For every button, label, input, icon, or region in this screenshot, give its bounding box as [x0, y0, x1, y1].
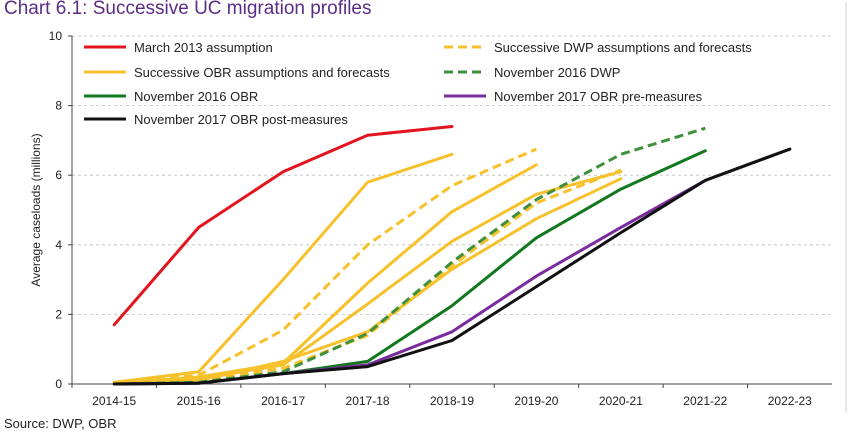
source-note: Source: DWP, OBR	[4, 416, 117, 431]
legend-label: March 2013 assumption	[134, 40, 273, 55]
x-tick-label: 2018-19	[430, 394, 474, 408]
series-line-0	[112, 125, 454, 327]
axes: 0 2 4 6 8 10 2014-15 2015-16 2016-17 2017-18 2018-…	[49, 29, 832, 408]
series-line-5	[114, 147, 537, 385]
y-tick-label: 8	[55, 99, 62, 113]
series-line-7	[114, 126, 706, 386]
y-tick-label: 6	[55, 168, 62, 182]
legend-label: November 2016 OBR	[134, 89, 258, 104]
y-tick-label: 2	[55, 307, 62, 321]
series-lines	[112, 125, 792, 386]
y-tick-label: 10	[49, 29, 63, 43]
x-tick-label: 2020-21	[599, 394, 643, 408]
y-tick-label: 0	[55, 377, 62, 391]
x-tick-label: 2015-16	[177, 394, 221, 408]
series-line-10	[112, 147, 792, 386]
x-tick-label: 2022-23	[768, 394, 812, 408]
x-tick-label: 2017-18	[346, 394, 390, 408]
grid-lines	[72, 35, 832, 315]
x-tick-label: 2021-22	[683, 394, 727, 408]
y-tick-label: 4	[55, 238, 62, 252]
chart-title: Chart 6.1: Successive UC migration profi…	[4, 0, 372, 19]
x-tick-label: 2019-20	[514, 394, 558, 408]
series-line-1	[112, 152, 454, 384]
legend-label: November 2017 OBR post-measures	[134, 112, 348, 127]
legend: March 2013 assumption Successive OBR assu…	[84, 40, 752, 127]
legend-label: November 2017 OBR pre-measures	[494, 89, 703, 104]
series-line-6	[114, 168, 622, 386]
series-line-3	[112, 170, 623, 386]
x-tick-label: 2016-17	[261, 394, 305, 408]
y-axis-label: Average caseloads (millions)	[29, 133, 43, 286]
legend-label: Successive DWP assumptions and forecasts	[494, 40, 752, 55]
legend-label: November 2016 DWP	[494, 65, 620, 80]
legend-label: Successive OBR assumptions and forecasts	[134, 65, 390, 80]
x-tick-label: 2014-15	[92, 394, 136, 408]
